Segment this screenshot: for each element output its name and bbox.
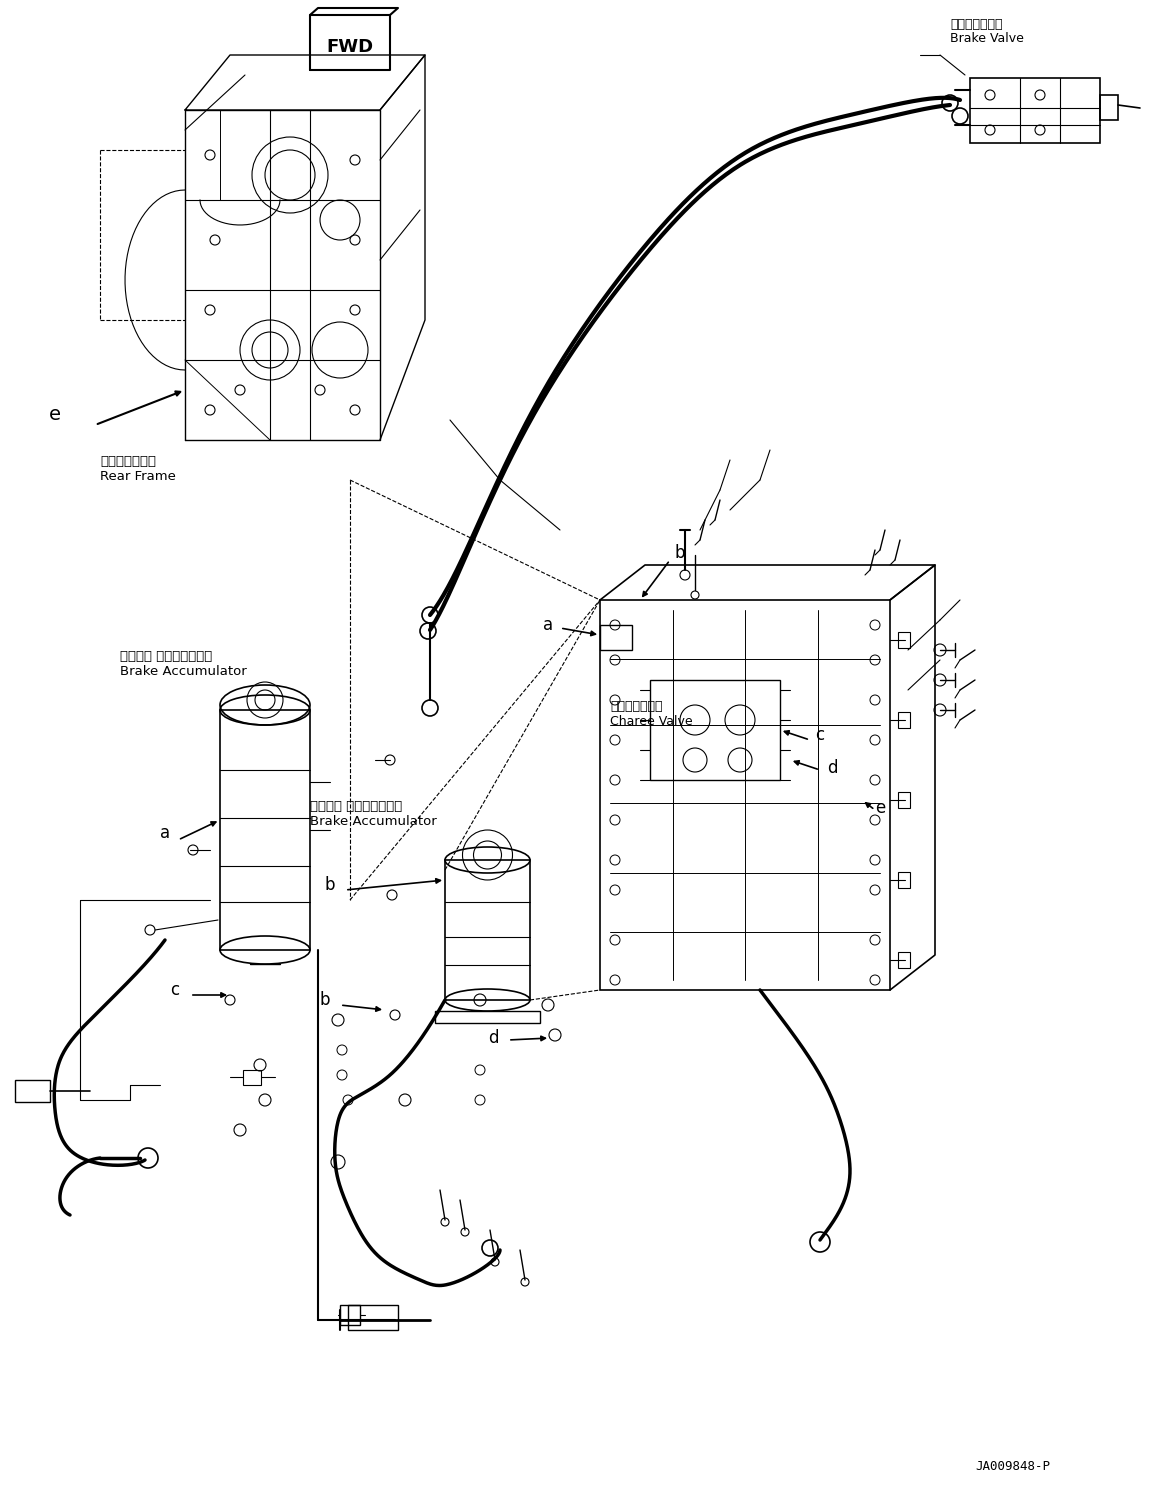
Bar xyxy=(970,78,1100,143)
Bar xyxy=(445,860,530,1000)
Text: ブレーキ アキュムレータ: ブレーキ アキュムレータ xyxy=(120,650,212,663)
Text: b: b xyxy=(324,877,336,895)
Bar xyxy=(349,1305,398,1330)
Text: c: c xyxy=(170,981,179,999)
Text: リヤーフレーム: リヤーフレーム xyxy=(100,455,156,468)
Bar xyxy=(897,632,910,649)
Text: ブレーキバルブ: ブレーキバルブ xyxy=(950,18,1003,31)
Bar xyxy=(650,680,780,780)
Bar xyxy=(220,710,310,950)
Bar xyxy=(897,951,910,968)
Text: Charee Valve: Charee Valve xyxy=(610,716,692,728)
Bar xyxy=(1100,95,1117,119)
Bar xyxy=(897,713,910,728)
Text: FWD: FWD xyxy=(327,37,374,57)
Text: チャージバルブ: チャージバルブ xyxy=(610,699,662,713)
Text: d: d xyxy=(488,1029,498,1047)
Text: JA009848-P: JA009848-P xyxy=(975,1460,1050,1473)
Bar xyxy=(435,1011,540,1023)
Text: c: c xyxy=(815,726,824,744)
Bar xyxy=(600,599,891,990)
Text: b: b xyxy=(320,992,330,1009)
Text: e: e xyxy=(49,406,61,425)
Bar xyxy=(600,625,632,650)
Text: Rear Frame: Rear Frame xyxy=(100,470,176,483)
Bar xyxy=(15,1079,50,1102)
Bar xyxy=(897,872,910,889)
Text: a: a xyxy=(160,825,170,842)
Text: Brake Accumulator: Brake Accumulator xyxy=(120,665,247,678)
Bar xyxy=(340,1305,360,1325)
Text: a: a xyxy=(543,616,554,634)
Text: d: d xyxy=(827,759,837,777)
Bar xyxy=(897,792,910,808)
Text: e: e xyxy=(875,799,885,817)
Text: b: b xyxy=(675,544,686,562)
Text: Brake Valve: Brake Valve xyxy=(950,31,1024,45)
Bar xyxy=(243,1071,261,1085)
Text: ブレーキ アキュムレータ: ブレーキ アキュムレータ xyxy=(310,801,402,813)
Text: Brake Accumulator: Brake Accumulator xyxy=(310,816,437,828)
